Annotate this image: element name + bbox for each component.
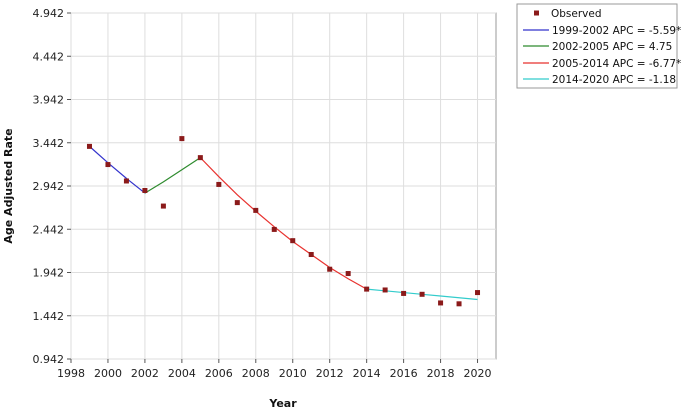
observed-point [345, 271, 351, 277]
x-tick-label: 2018 [427, 367, 455, 380]
x-tick-label: 2002 [131, 367, 159, 380]
observed-point [234, 200, 240, 206]
observed-point [308, 252, 314, 258]
y-axis-title: Age Adjusted Rate [2, 128, 15, 243]
observed-point [160, 203, 166, 209]
observed-point [438, 300, 444, 306]
point-layer [86, 136, 481, 307]
y-tick-label: 0.942 [33, 353, 65, 366]
legend-segment-2-label: 2002-2005 APC = 4.75 [552, 41, 672, 53]
x-axis-title: Year [268, 397, 297, 410]
observed-point [271, 226, 277, 232]
legend-segment-3-label: 2005-2014 APC = -6.77* [552, 58, 681, 70]
observed-point [401, 290, 407, 296]
x-tick-label: 2014 [353, 367, 381, 380]
observed-point [364, 286, 370, 292]
observed-point [123, 178, 129, 184]
x-tick-label: 2004 [168, 367, 196, 380]
observed-point [382, 287, 388, 293]
y-tick-label: 2.442 [33, 223, 65, 236]
observed-point [419, 291, 425, 297]
observed-point [456, 301, 462, 307]
y-tick-label: 4.442 [33, 50, 65, 63]
y-tick-label: 2.942 [33, 180, 65, 193]
x-tick-label: 2008 [242, 367, 270, 380]
tick-layer: 0.942 1.442 1.942 2.442 2.942 3.442 3.942 4.442… [33, 7, 492, 380]
y-tick-label: 4.942 [33, 7, 65, 20]
observed-point [142, 188, 148, 193]
legend-segment-1-label: 1999-2002 APC = -5.59* [552, 25, 681, 37]
y-tick-label: 3.442 [33, 137, 65, 150]
legend-segment-4-label: 2014-2020 APC = -1.18 [552, 74, 676, 86]
x-tick-label: 2000 [94, 367, 122, 380]
legend-observed-marker [534, 10, 539, 16]
x-tick-label: 2016 [390, 367, 418, 380]
trend-segment-3 [199, 157, 367, 290]
legend-observed-label: Observed [551, 8, 602, 20]
y-tick-label: 1.942 [33, 267, 65, 280]
x-tick-label: 2006 [205, 367, 233, 380]
x-tick-label: 2010 [279, 367, 307, 380]
observed-point [475, 290, 481, 296]
legend: Observed 1999-2002 APC = -5.59* 2002-200… [516, 3, 681, 89]
observed-point [86, 143, 92, 149]
x-tick-label: 2012 [316, 367, 344, 380]
observed-point [327, 266, 333, 272]
y-tick-label: 1.442 [33, 310, 65, 323]
trend-segment-2 [144, 157, 201, 194]
x-tick-label: 2020 [464, 367, 492, 380]
observed-point [105, 162, 111, 168]
observed-point [216, 181, 222, 187]
observed-point [197, 155, 203, 161]
x-tick-label: 1998 [57, 367, 85, 380]
trend-segment-1 [89, 145, 146, 194]
observed-point [179, 136, 185, 142]
observed-point [253, 207, 259, 213]
y-tick-label: 3.942 [33, 94, 65, 107]
observed-point [290, 238, 296, 244]
